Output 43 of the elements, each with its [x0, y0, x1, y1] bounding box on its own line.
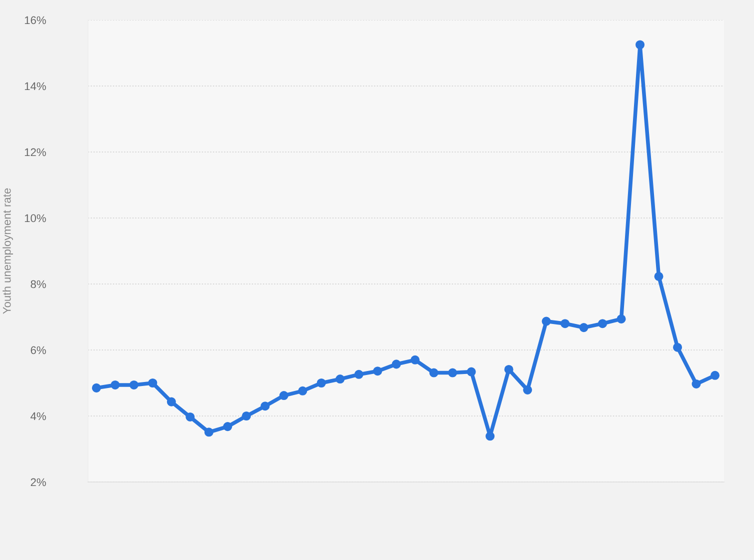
- point: [110, 380, 120, 390]
- point: [316, 378, 326, 388]
- point: [242, 411, 251, 421]
- point: [354, 370, 364, 379]
- y-tick-label: 10%: [24, 214, 46, 222]
- point: [223, 422, 232, 432]
- y-tick-label: 12%: [24, 148, 46, 156]
- point: [710, 370, 720, 380]
- point: [260, 402, 270, 411]
- y-tick-label: 2%: [30, 478, 46, 486]
- point: [336, 374, 345, 384]
- point: [279, 391, 288, 400]
- point: [504, 364, 514, 374]
- point: [560, 319, 570, 328]
- point: [166, 397, 176, 406]
- y-axis-title: Youth unemployment rate: [2, 188, 13, 314]
- point: [616, 314, 626, 324]
- point: [673, 342, 682, 352]
- y-tick-label: 6%: [30, 346, 46, 354]
- point: [186, 412, 195, 422]
- point: [410, 355, 420, 364]
- y-tick-label: 14%: [24, 82, 46, 90]
- point: [92, 383, 101, 392]
- point: [373, 366, 382, 376]
- point: [579, 323, 588, 332]
- point: [486, 432, 495, 441]
- point: [129, 380, 138, 390]
- point: [448, 368, 458, 378]
- point: [654, 272, 664, 281]
- y-tick-label: 16%: [24, 16, 46, 24]
- point: [523, 385, 532, 394]
- y-tick-label: 8%: [30, 280, 46, 288]
- point: [636, 40, 645, 50]
- point: [542, 316, 551, 326]
- point: [466, 367, 476, 376]
- point: [692, 379, 701, 389]
- point: [204, 428, 214, 437]
- y-tick-label: 4%: [30, 412, 46, 420]
- point: [598, 319, 608, 328]
- point: [148, 378, 158, 388]
- point: [298, 386, 308, 396]
- point: [392, 360, 401, 369]
- point: [429, 368, 438, 378]
